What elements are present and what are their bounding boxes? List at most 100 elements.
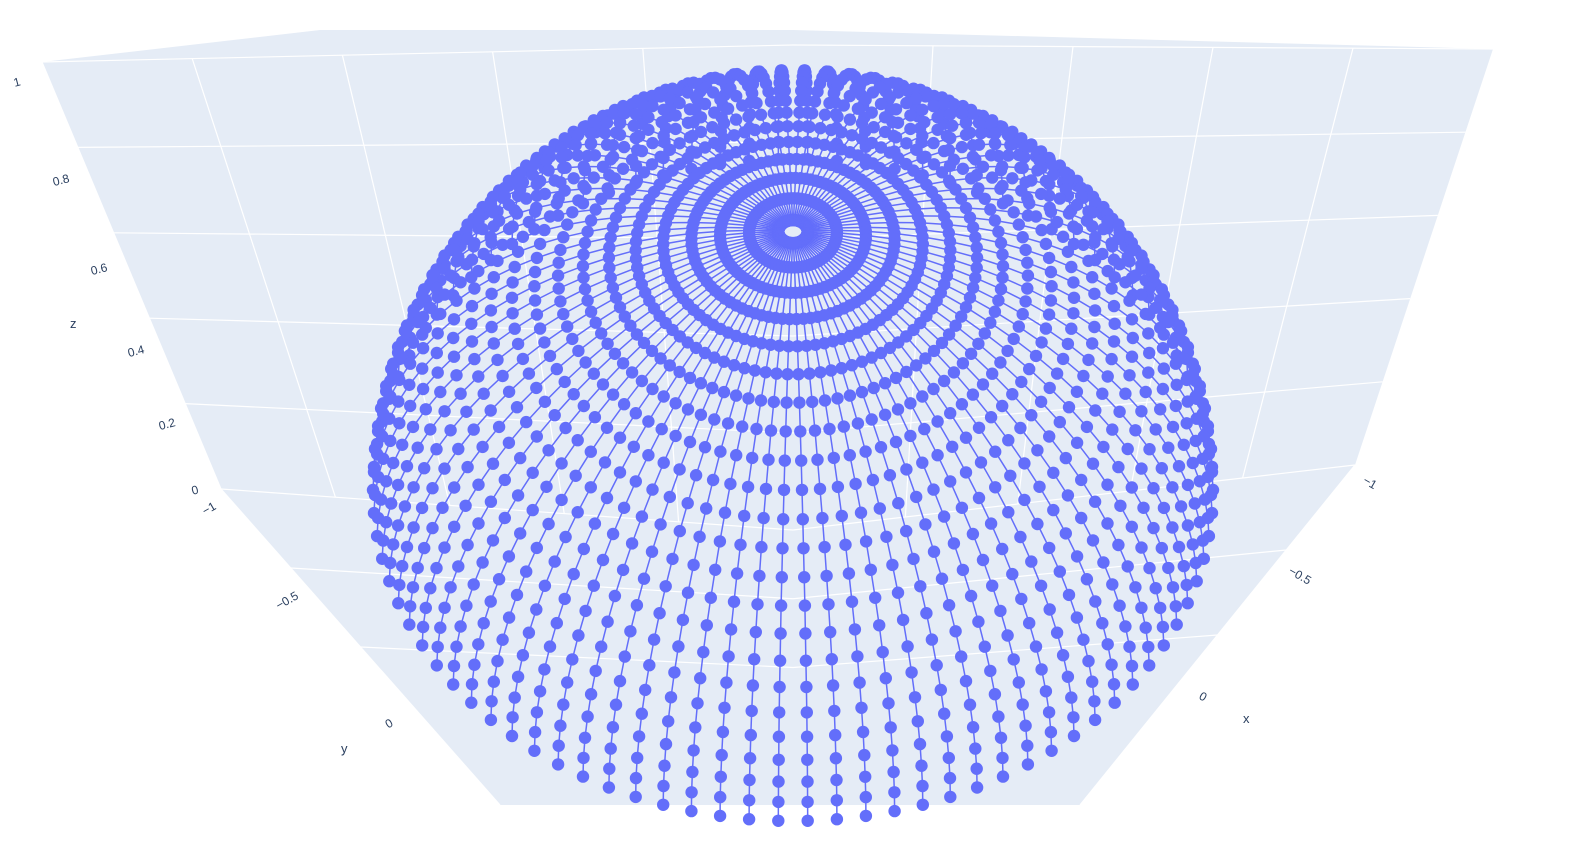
data-point (698, 346, 712, 360)
data-point (1119, 620, 1132, 633)
data-point (1190, 575, 1203, 588)
data-point (454, 620, 467, 633)
data-point (460, 405, 473, 418)
data-point (1080, 573, 1094, 586)
data-point (864, 563, 877, 576)
data-point (1156, 342, 1170, 355)
data-point (1139, 307, 1152, 321)
data-point (849, 477, 862, 491)
data-point (989, 137, 1002, 151)
data-point (579, 356, 592, 369)
data-point (713, 535, 727, 548)
data-point (1177, 438, 1191, 451)
data-point (1029, 210, 1043, 223)
data-point (1025, 174, 1038, 187)
data-point (878, 111, 892, 124)
data-point (673, 96, 686, 110)
data-point (542, 517, 555, 531)
data-point (1059, 527, 1073, 540)
data-point (811, 85, 824, 98)
data-point (496, 369, 509, 383)
data-point (1007, 653, 1020, 666)
data-point (1101, 264, 1114, 278)
data-point (502, 222, 516, 236)
data-point (430, 561, 443, 575)
data-point (1135, 405, 1148, 418)
data-point (426, 521, 439, 535)
data-point (491, 353, 504, 367)
data-point (569, 138, 582, 152)
data-point (1021, 739, 1034, 752)
data-point (676, 613, 690, 627)
data-point (1123, 640, 1136, 653)
data-point (1018, 457, 1031, 470)
y-axis-title: y (341, 741, 348, 756)
data-point (383, 412, 396, 425)
data-point (1033, 480, 1046, 493)
data-point (1019, 295, 1032, 308)
data-point (781, 120, 794, 133)
data-point (1061, 245, 1075, 258)
data-point (533, 685, 547, 698)
data-point (905, 666, 918, 679)
data-point (1070, 550, 1084, 563)
data-point (551, 758, 565, 771)
data-point (1149, 582, 1162, 595)
data-point (1107, 299, 1121, 313)
data-point (617, 501, 631, 514)
data-point (1135, 288, 1148, 301)
data-point (645, 158, 659, 171)
data-point (988, 305, 1002, 318)
data-point (447, 331, 460, 345)
data-point (567, 567, 580, 581)
data-point (931, 449, 944, 462)
data-point (916, 456, 929, 469)
data-point (1031, 444, 1044, 457)
data-point (505, 291, 519, 304)
data-point (472, 638, 485, 651)
data-point (1112, 538, 1125, 552)
data-point (447, 659, 461, 673)
data-point (618, 310, 631, 323)
data-point (1172, 540, 1186, 554)
data-point (637, 336, 651, 350)
data-point (1042, 308, 1056, 321)
data-point (492, 573, 506, 586)
data-point (526, 159, 539, 173)
data-point (777, 483, 791, 497)
data-point (1089, 230, 1102, 244)
data-point (454, 387, 467, 400)
data-point (891, 586, 905, 599)
data-point (572, 629, 585, 642)
data-point (400, 460, 414, 473)
data-point (776, 542, 789, 555)
data-point (502, 198, 516, 211)
data-point (808, 95, 822, 108)
data-point (969, 271, 982, 284)
data-point (1181, 519, 1195, 532)
data-point (431, 640, 444, 654)
data-point (577, 751, 590, 765)
data-point (1166, 420, 1180, 434)
data-point (613, 201, 627, 215)
data-point (404, 600, 417, 613)
data-point (937, 144, 951, 158)
data-point (1157, 501, 1171, 515)
data-point (629, 475, 642, 488)
data-point (969, 742, 982, 755)
data-point (1169, 600, 1183, 613)
data-point (520, 415, 533, 429)
data-point (538, 395, 552, 408)
data-point (526, 168, 539, 181)
data-point (795, 84, 808, 97)
data-point (736, 420, 749, 433)
data-point (404, 399, 417, 413)
data-point (837, 420, 850, 433)
data-point (773, 339, 786, 352)
data-point (989, 481, 1002, 494)
data-point (662, 715, 675, 728)
data-point (657, 390, 670, 403)
data-point (635, 510, 649, 523)
